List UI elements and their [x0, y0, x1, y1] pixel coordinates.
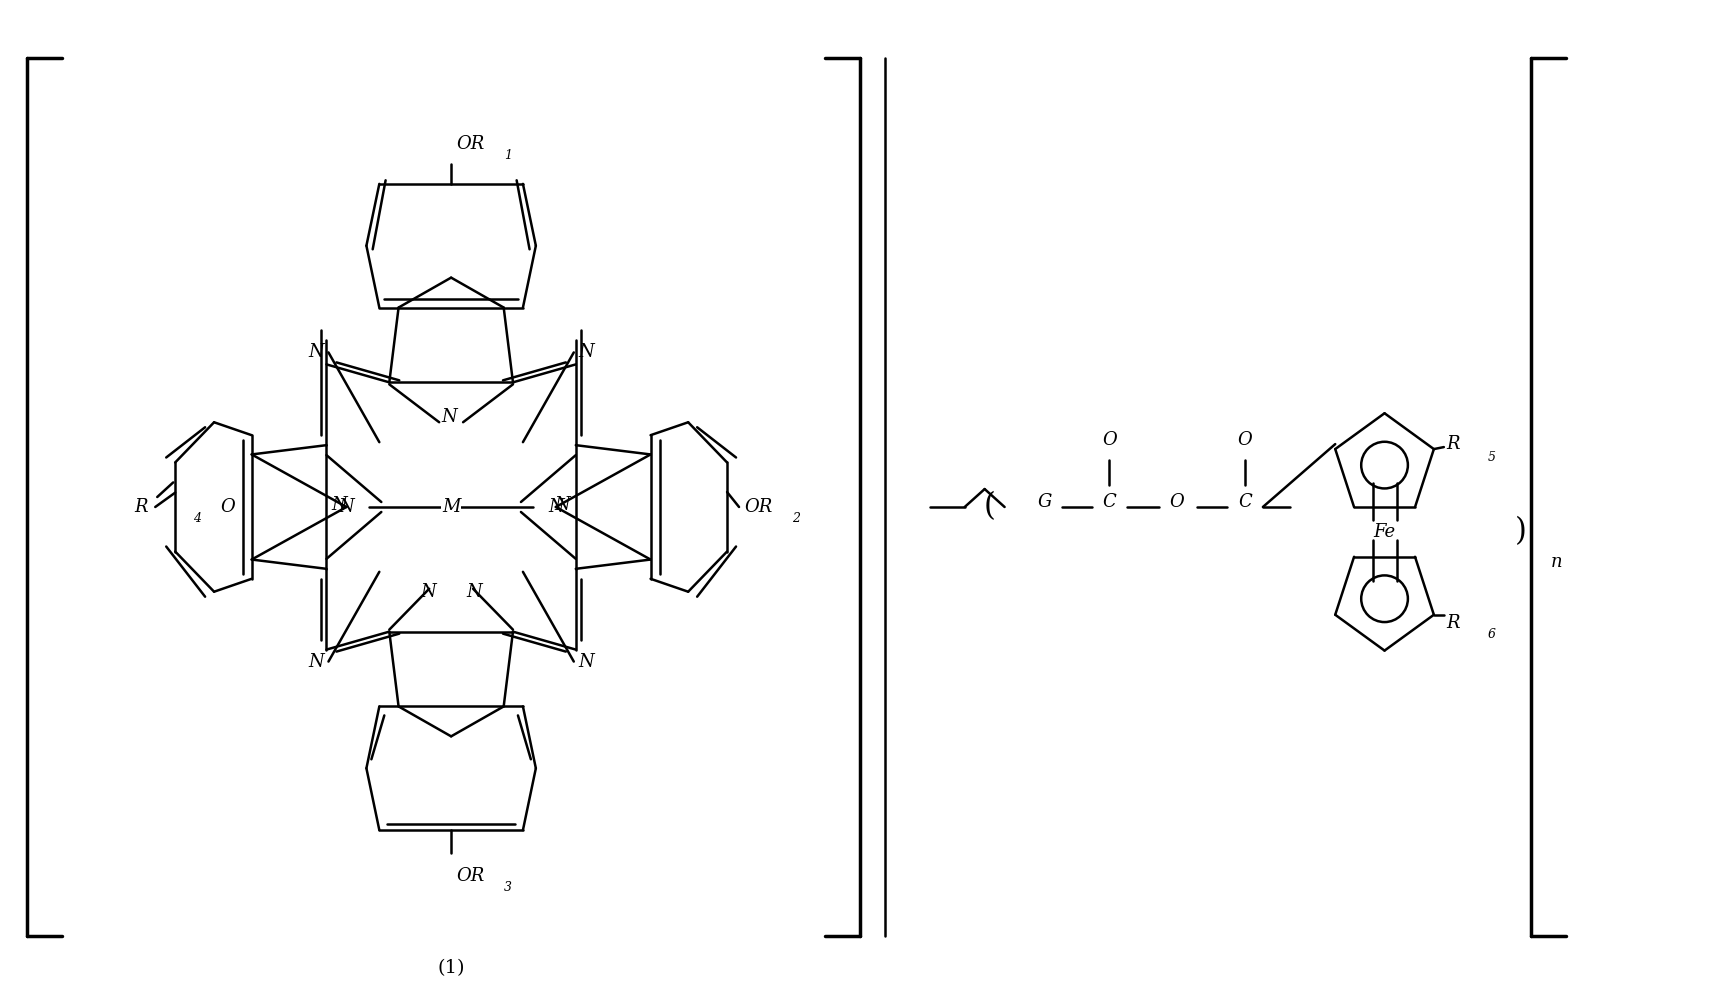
Text: N: N	[442, 408, 457, 426]
Text: OR: OR	[456, 867, 485, 885]
Text: O: O	[220, 498, 236, 516]
Text: N: N	[332, 496, 347, 514]
Text: OR: OR	[456, 135, 485, 153]
Text: 1: 1	[504, 149, 512, 162]
Text: Fe: Fe	[1373, 523, 1396, 541]
Text: N: N	[309, 653, 325, 671]
Text: 2: 2	[792, 513, 799, 526]
Text: N: N	[555, 496, 571, 514]
Text: ): )	[1514, 517, 1526, 548]
Text: (1): (1)	[437, 959, 464, 977]
Text: R: R	[134, 498, 148, 516]
Text: O: O	[1102, 431, 1117, 449]
Text: C: C	[1102, 493, 1116, 511]
Text: 4: 4	[193, 513, 201, 526]
Text: N: N	[309, 343, 325, 362]
Text: N: N	[548, 498, 564, 516]
Text: 3: 3	[504, 881, 512, 894]
Text: 5: 5	[1487, 450, 1496, 463]
Text: N: N	[421, 583, 437, 601]
Text: N: N	[339, 498, 354, 516]
Text: N: N	[466, 583, 481, 601]
Text: M: M	[442, 498, 461, 516]
Text: G: G	[1037, 493, 1052, 511]
Text: R: R	[1446, 613, 1459, 631]
Text: N: N	[578, 653, 593, 671]
Text: R: R	[1446, 435, 1459, 453]
Text: O: O	[1169, 493, 1184, 511]
Text: C: C	[1238, 493, 1251, 511]
Text: 6: 6	[1487, 628, 1496, 641]
Text: OR: OR	[744, 498, 772, 516]
Text: (: (	[983, 491, 995, 523]
Text: n: n	[1551, 553, 1563, 571]
Text: O: O	[1238, 431, 1253, 449]
Text: N: N	[578, 343, 593, 362]
